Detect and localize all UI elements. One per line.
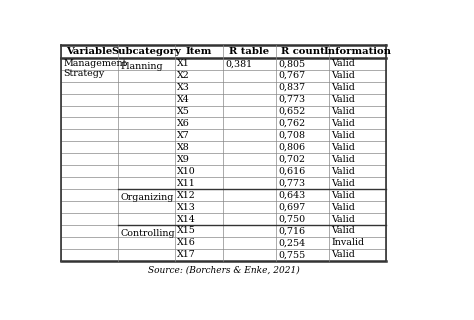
- Text: Item: Item: [186, 47, 212, 56]
- Text: 0,381: 0,381: [225, 59, 252, 68]
- Text: Valid: Valid: [331, 167, 356, 176]
- Text: Valid: Valid: [331, 119, 356, 128]
- Bar: [61, 165, 386, 177]
- Text: X15: X15: [177, 227, 196, 236]
- Bar: [61, 225, 386, 237]
- Text: X1: X1: [177, 59, 190, 68]
- Bar: [61, 153, 386, 165]
- Text: 0,643: 0,643: [278, 191, 305, 200]
- Bar: [118, 44, 175, 58]
- Bar: [61, 58, 386, 70]
- Text: 0,716: 0,716: [278, 227, 305, 236]
- Text: X4: X4: [177, 95, 190, 104]
- Text: Information: Information: [324, 47, 392, 56]
- Text: Valid: Valid: [331, 214, 356, 224]
- Bar: [61, 93, 386, 106]
- Text: Source: (Borchers & Enke, 2021): Source: (Borchers & Enke, 2021): [148, 265, 300, 274]
- Bar: [61, 106, 386, 117]
- Text: Planning: Planning: [120, 62, 163, 71]
- Text: X9: X9: [177, 155, 190, 164]
- Text: X3: X3: [177, 83, 190, 92]
- Text: Valid: Valid: [331, 71, 356, 80]
- Text: 0,806: 0,806: [278, 143, 305, 152]
- Text: Valid: Valid: [331, 179, 356, 188]
- Bar: [61, 70, 386, 82]
- Text: Valid: Valid: [331, 250, 356, 260]
- Bar: [61, 117, 386, 129]
- Text: Valid: Valid: [331, 59, 356, 68]
- Text: X14: X14: [177, 214, 196, 224]
- Bar: [61, 189, 386, 201]
- Text: 0,773: 0,773: [278, 179, 305, 188]
- Text: R table: R table: [229, 47, 269, 56]
- Bar: [61, 249, 386, 261]
- Text: X13: X13: [177, 203, 196, 212]
- Bar: [61, 237, 386, 249]
- Text: X12: X12: [177, 191, 196, 200]
- Text: X6: X6: [177, 119, 190, 128]
- Bar: [61, 177, 386, 189]
- Text: Valid: Valid: [331, 83, 356, 92]
- Text: 0,616: 0,616: [278, 167, 305, 176]
- Text: Valid: Valid: [331, 95, 356, 104]
- Text: 0,755: 0,755: [278, 250, 305, 260]
- Text: 0,767: 0,767: [278, 71, 305, 80]
- Bar: [61, 82, 386, 93]
- Text: Valid: Valid: [331, 203, 356, 212]
- Text: 0,837: 0,837: [278, 83, 305, 92]
- Bar: [61, 141, 386, 153]
- Text: 0,652: 0,652: [278, 107, 305, 116]
- Text: 0,762: 0,762: [278, 119, 305, 128]
- Bar: [61, 129, 386, 141]
- Text: Valid: Valid: [331, 227, 356, 236]
- Text: Valid: Valid: [331, 131, 356, 140]
- Text: Valid: Valid: [331, 107, 356, 116]
- Text: R count: R count: [281, 47, 325, 56]
- Text: Valid: Valid: [331, 191, 356, 200]
- Text: X16: X16: [177, 238, 196, 247]
- Text: 0,773: 0,773: [278, 95, 305, 104]
- Text: 0,805: 0,805: [278, 59, 305, 68]
- Text: Controlling: Controlling: [120, 229, 175, 238]
- Bar: [276, 44, 329, 58]
- Text: X11: X11: [177, 179, 196, 188]
- Text: X10: X10: [177, 167, 196, 176]
- Text: X5: X5: [177, 107, 190, 116]
- Text: X8: X8: [177, 143, 190, 152]
- Text: Valid: Valid: [331, 143, 356, 152]
- Bar: [61, 213, 386, 225]
- Bar: [223, 44, 276, 58]
- Text: 0,697: 0,697: [278, 203, 305, 212]
- Text: Organizing: Organizing: [120, 193, 173, 202]
- Text: 0,708: 0,708: [278, 131, 305, 140]
- Bar: [175, 44, 223, 58]
- Bar: [61, 201, 386, 213]
- Text: X2: X2: [177, 71, 190, 80]
- Text: Management
Strategy: Management Strategy: [64, 59, 127, 78]
- Bar: [329, 44, 386, 58]
- Text: X7: X7: [177, 131, 190, 140]
- Text: 0,750: 0,750: [278, 214, 305, 224]
- Text: X17: X17: [177, 250, 196, 260]
- Text: Valid: Valid: [331, 155, 356, 164]
- Text: Subcategory: Subcategory: [111, 47, 182, 56]
- Text: Invalid: Invalid: [331, 238, 365, 247]
- Text: Variable: Variable: [66, 47, 113, 56]
- Text: 0,254: 0,254: [278, 238, 305, 247]
- Bar: [61, 44, 118, 58]
- Text: 0,702: 0,702: [278, 155, 305, 164]
